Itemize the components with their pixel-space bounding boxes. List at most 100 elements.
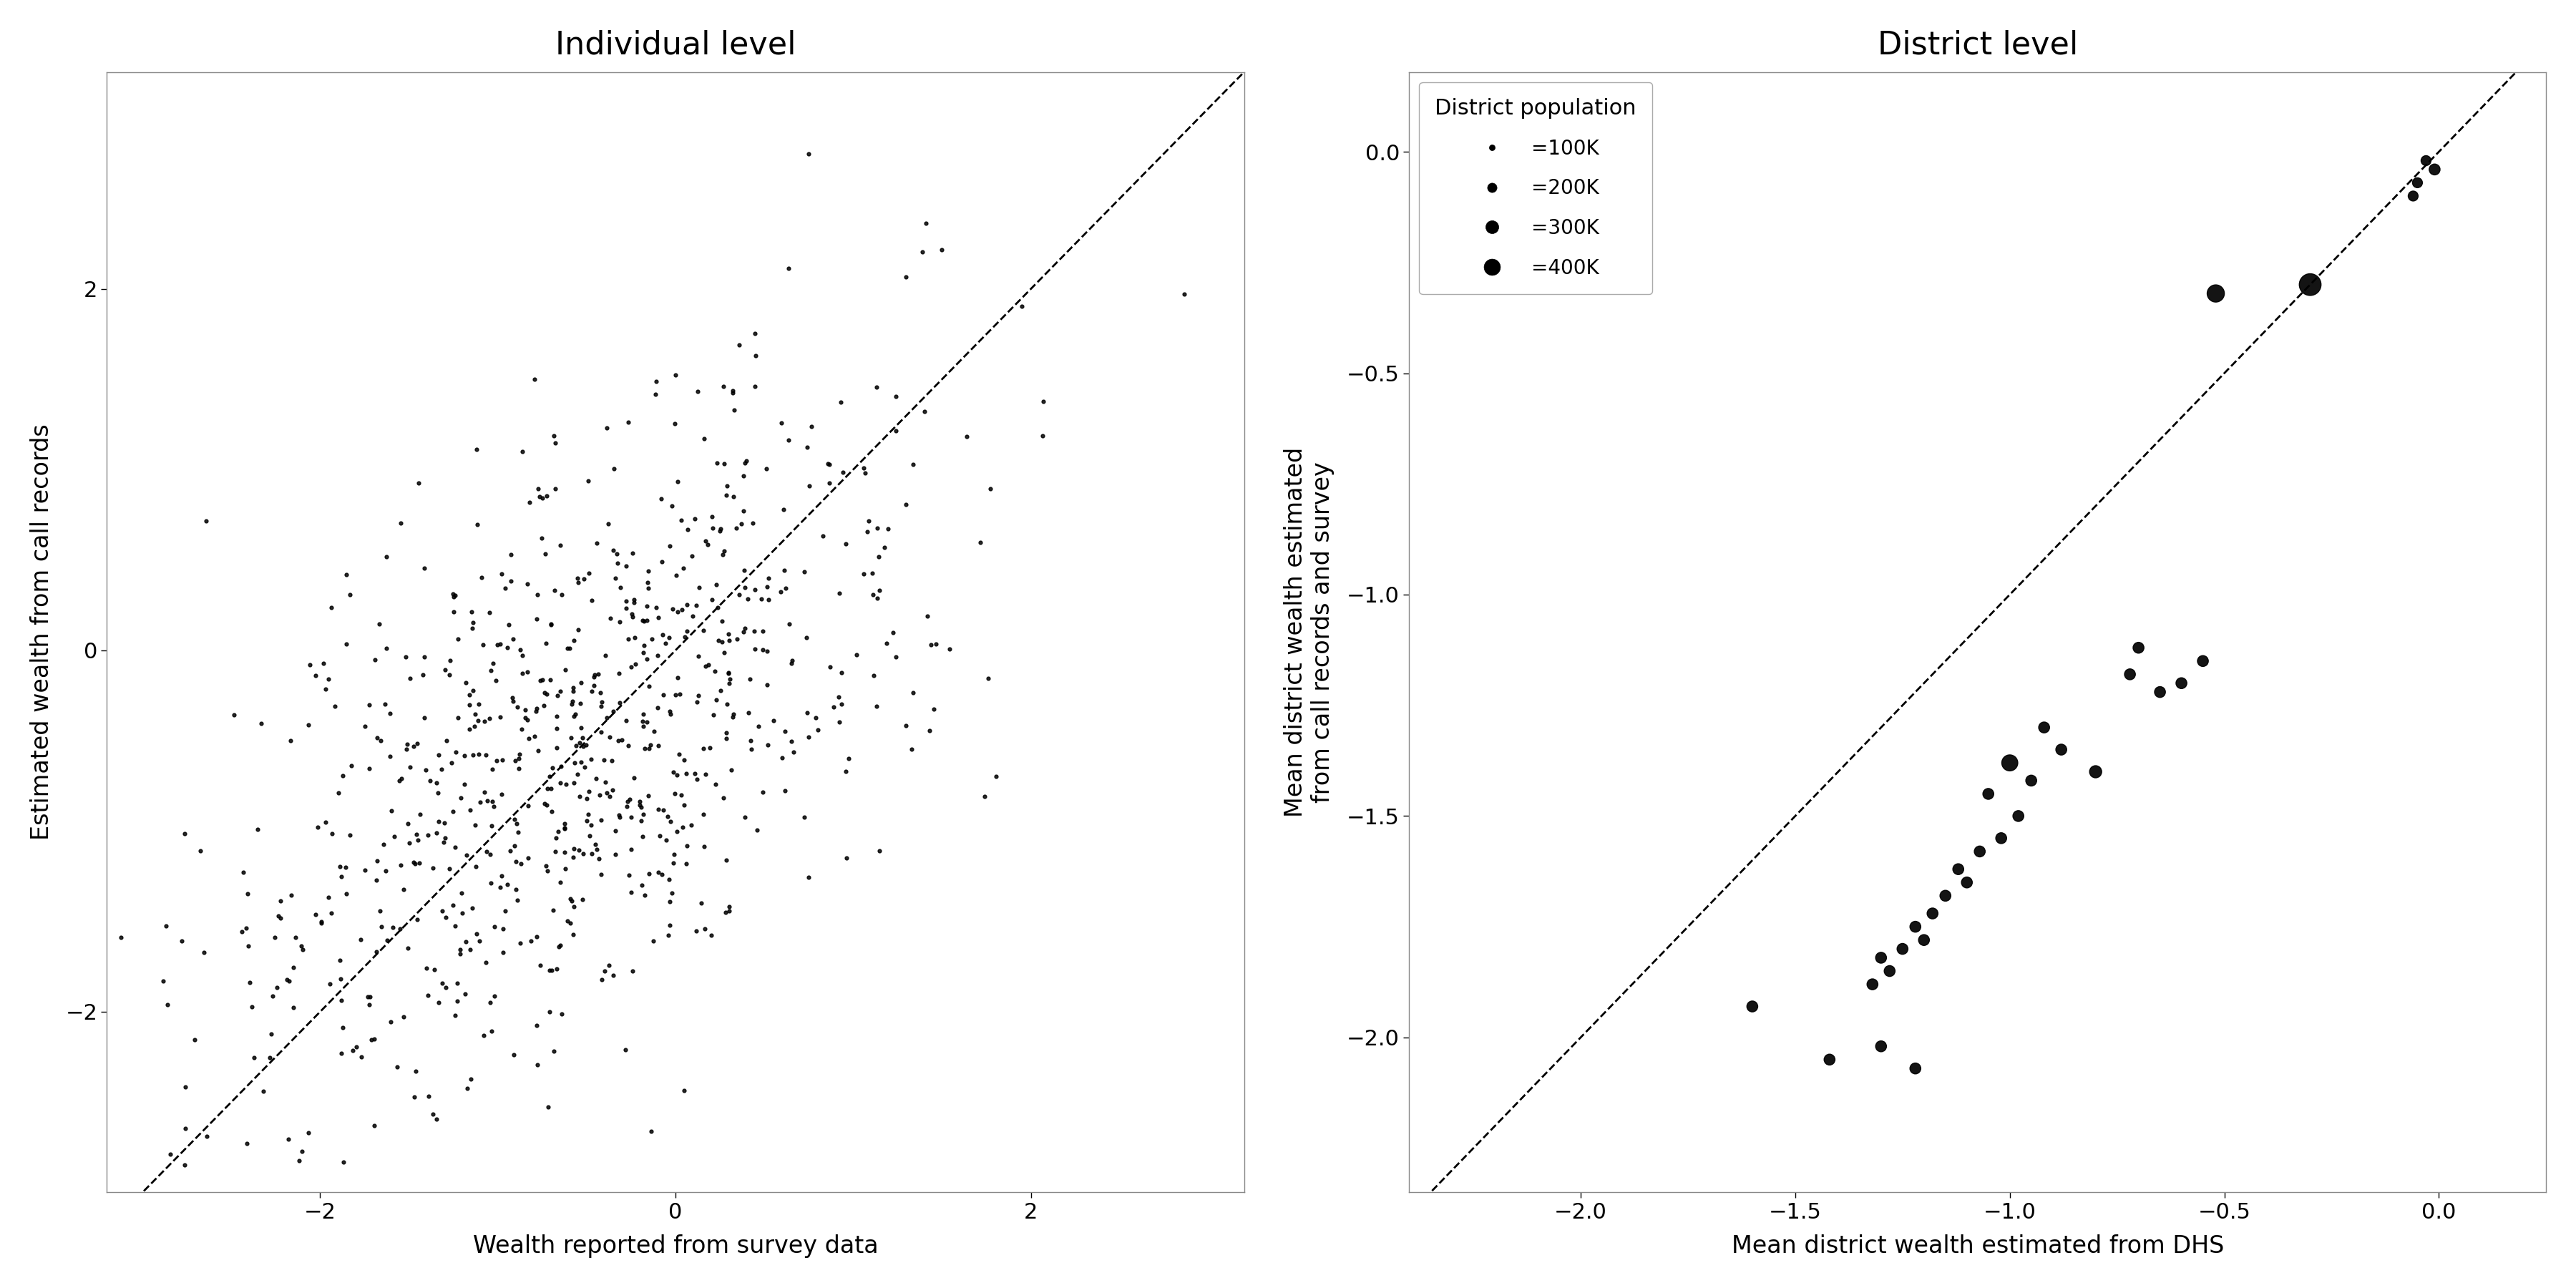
Point [791, 416, 832, 437]
Point [425, 659, 466, 680]
Point [389, 668, 430, 689]
Point [528, 1096, 569, 1117]
Point [559, 786, 600, 806]
Point [440, 943, 482, 963]
Point [636, 598, 677, 618]
Point [294, 904, 335, 925]
Point [2195, 283, 2236, 304]
Point [677, 769, 719, 790]
Point [404, 558, 446, 578]
Point [363, 835, 404, 855]
Point [348, 694, 389, 715]
Point [724, 465, 765, 486]
Point [670, 815, 711, 836]
Point [270, 730, 312, 751]
Point [786, 627, 827, 648]
Point [456, 857, 497, 877]
Point [544, 842, 585, 863]
Point [484, 900, 526, 921]
Point [641, 800, 683, 820]
Point [549, 638, 590, 658]
Point [677, 381, 719, 402]
Point [340, 929, 381, 949]
Point [507, 573, 549, 594]
Point [551, 694, 592, 715]
Point [971, 478, 1012, 498]
Point [693, 589, 734, 609]
Point [304, 679, 345, 699]
Point [631, 1121, 672, 1141]
Point [657, 471, 698, 492]
Point [567, 810, 608, 831]
Point [618, 795, 659, 815]
Point [479, 877, 520, 898]
Point [425, 813, 466, 833]
Point [260, 908, 301, 929]
Point [662, 558, 703, 578]
Point [577, 838, 618, 859]
Point [2040, 739, 2081, 760]
Point [165, 1154, 206, 1175]
Point [886, 495, 927, 515]
Point [492, 690, 533, 711]
Point [500, 933, 541, 953]
Point [708, 896, 750, 917]
Point [335, 1037, 376, 1057]
Point [536, 719, 577, 739]
Point [580, 864, 621, 885]
Point [507, 796, 549, 817]
Point [595, 568, 636, 589]
Point [497, 813, 538, 833]
Point [435, 742, 477, 762]
Point [526, 632, 567, 653]
Point [544, 814, 585, 835]
Point [466, 952, 507, 972]
Point [425, 730, 466, 751]
Point [662, 817, 703, 837]
Point [711, 707, 752, 728]
Point [827, 848, 868, 868]
Point [296, 665, 337, 685]
Point [688, 654, 729, 675]
Point [160, 930, 201, 951]
Point [708, 900, 750, 921]
Point [677, 692, 719, 712]
Point [397, 824, 438, 845]
Point [394, 854, 435, 875]
Point [1860, 1036, 1901, 1056]
Point [582, 692, 623, 712]
Point [448, 694, 489, 715]
Point [891, 739, 933, 760]
Point [549, 913, 590, 934]
Point [312, 598, 353, 618]
Point [538, 822, 580, 842]
Point [500, 640, 541, 661]
Point [623, 804, 665, 824]
Point [742, 621, 783, 641]
Point [417, 823, 459, 844]
Point [569, 563, 611, 583]
Point [322, 1018, 363, 1038]
Point [600, 729, 641, 750]
Point [492, 688, 533, 708]
Point [657, 820, 698, 841]
Point [659, 684, 701, 705]
Point [641, 625, 683, 645]
Point [554, 703, 595, 724]
Point [634, 721, 675, 742]
Point [600, 577, 641, 598]
Point [835, 645, 876, 666]
Point [281, 935, 322, 956]
Point [580, 696, 621, 716]
Point [587, 417, 629, 438]
Point [742, 782, 783, 802]
Point [858, 518, 899, 538]
Point [451, 1069, 492, 1090]
Point [858, 580, 899, 600]
Point [842, 564, 884, 585]
Point [142, 970, 183, 990]
Point [371, 801, 412, 822]
Point [386, 734, 428, 755]
Point [345, 716, 386, 737]
Point [822, 462, 863, 483]
